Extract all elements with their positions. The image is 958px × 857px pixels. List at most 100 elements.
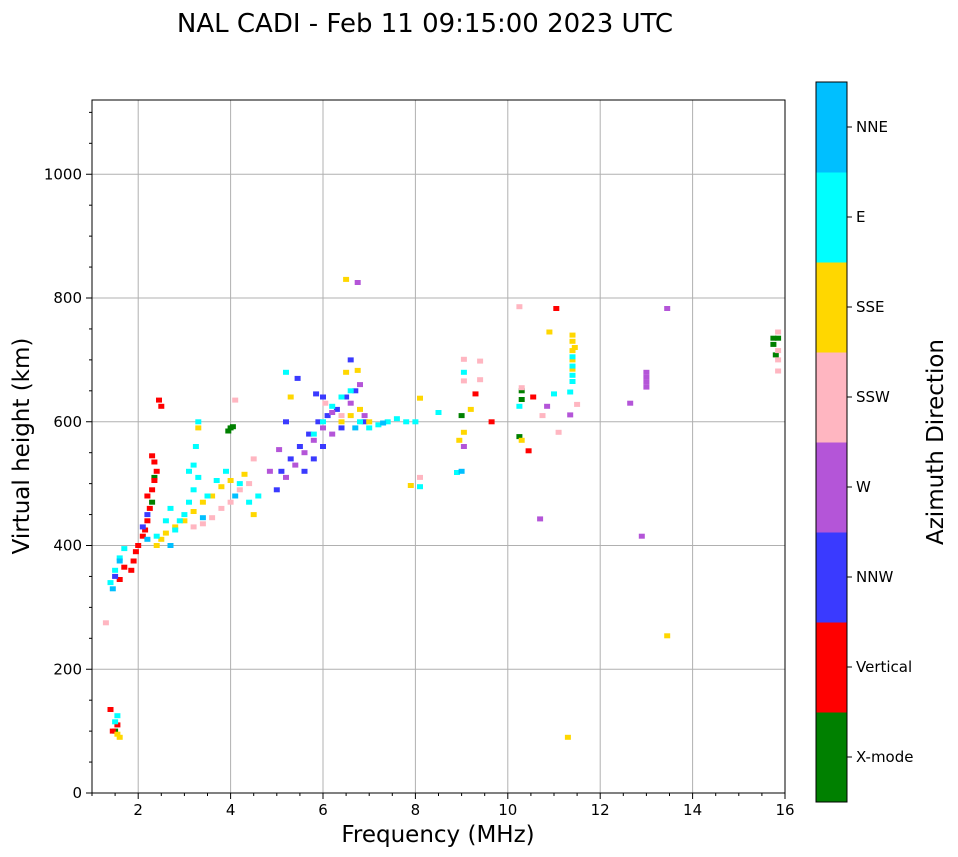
data-point-vertical bbox=[149, 487, 156, 493]
data-point-sse bbox=[407, 483, 414, 488]
data-point-ssw bbox=[227, 499, 234, 505]
data-point-w bbox=[301, 450, 308, 456]
data-point-nne bbox=[232, 493, 239, 499]
data-point-sse bbox=[338, 419, 345, 425]
data-point-e bbox=[181, 512, 188, 518]
data-point-nne bbox=[109, 586, 116, 592]
data-point-vertical bbox=[553, 306, 560, 311]
data-point-sse bbox=[569, 338, 576, 344]
data-point-x-mode bbox=[770, 335, 777, 341]
data-point-sse bbox=[664, 633, 671, 639]
data-point-e bbox=[190, 462, 197, 468]
data-point-sse bbox=[343, 276, 350, 282]
data-point-w bbox=[643, 379, 650, 385]
x-tick-label: 10 bbox=[498, 801, 517, 819]
data-point-e bbox=[320, 419, 326, 425]
data-point-nne bbox=[116, 558, 123, 564]
data-point-x-mode bbox=[149, 499, 156, 505]
data-point-vertical bbox=[488, 419, 495, 425]
data-point-nnw bbox=[278, 468, 285, 474]
data-point-vertical bbox=[149, 453, 156, 459]
data-point-ssw bbox=[460, 356, 467, 362]
data-point-ssw bbox=[102, 620, 109, 626]
data-point-sse bbox=[357, 406, 363, 412]
colorbar-tick-label: Vertical bbox=[856, 658, 912, 676]
colorbar-frame bbox=[815, 81, 848, 803]
data-point-e bbox=[172, 527, 179, 533]
data-point-ssw bbox=[516, 304, 523, 310]
data-point-e bbox=[567, 389, 574, 395]
data-point-sse bbox=[172, 524, 179, 530]
data-point-sse bbox=[546, 329, 553, 335]
data-point-e bbox=[162, 518, 169, 524]
data-point-ssw bbox=[338, 413, 345, 419]
x-tick-label: 2 bbox=[133, 801, 143, 819]
data-point-e bbox=[107, 580, 114, 586]
y-tick-label: 800 bbox=[53, 289, 82, 307]
data-point-e bbox=[236, 481, 243, 487]
data-point-x-mode bbox=[518, 397, 525, 402]
data-point-e bbox=[112, 719, 119, 725]
data-point-vertical bbox=[139, 533, 146, 539]
y-tick-label: 600 bbox=[53, 413, 82, 431]
y-tick-label: 400 bbox=[53, 537, 82, 555]
data-point-w bbox=[544, 403, 551, 409]
data-point-e bbox=[403, 419, 410, 425]
data-point-nnw bbox=[283, 419, 289, 425]
data-point-w bbox=[460, 444, 467, 449]
data-point-e bbox=[338, 394, 345, 400]
data-point-nnw bbox=[144, 512, 151, 518]
y-tick-label: 1000 bbox=[44, 165, 82, 183]
data-point-ssw bbox=[574, 401, 581, 407]
data-point-nnw bbox=[273, 487, 280, 493]
data-point-sse bbox=[456, 437, 463, 443]
data-point-sse bbox=[287, 394, 294, 400]
colorbar-tick-label: SSW bbox=[856, 388, 890, 406]
data-point-sse bbox=[114, 731, 121, 737]
data-point-ssw bbox=[539, 413, 546, 419]
data-point-e bbox=[357, 419, 363, 425]
data-point-nnw bbox=[294, 375, 301, 381]
data-point-nnw bbox=[301, 468, 308, 474]
data-point-sse bbox=[569, 348, 576, 354]
data-point-sse bbox=[343, 369, 350, 375]
data-point-ssw bbox=[775, 357, 782, 363]
data-point-sse bbox=[218, 484, 225, 490]
y-tick-label: 200 bbox=[53, 660, 82, 678]
data-point-sse bbox=[209, 493, 216, 499]
data-point-e bbox=[412, 419, 419, 425]
data-point-w bbox=[266, 468, 273, 474]
data-point-w bbox=[627, 400, 634, 406]
data-point-e bbox=[176, 518, 183, 524]
y-axis-ticks: 0 200 400 600 800 1000 bbox=[44, 111, 92, 802]
data-point-e bbox=[310, 431, 317, 437]
data-point-ssw bbox=[218, 505, 225, 511]
data-point-sse bbox=[569, 332, 576, 338]
data-point-sse bbox=[347, 413, 354, 419]
data-point-sse bbox=[467, 406, 474, 412]
data-point-nnw bbox=[320, 444, 326, 449]
data-point-vertical bbox=[128, 567, 135, 573]
data-point-sse bbox=[190, 509, 197, 514]
data-point-vertical bbox=[107, 707, 114, 712]
data-point-e bbox=[435, 410, 442, 415]
data-point-sse bbox=[569, 366, 576, 372]
data-point-ssw bbox=[417, 474, 423, 480]
data-point-sse bbox=[564, 734, 571, 740]
colorbar-tick-label: NNW bbox=[856, 568, 893, 586]
data-point-nnw bbox=[287, 456, 294, 462]
data-point-e bbox=[460, 369, 467, 375]
data-point-e bbox=[516, 403, 523, 409]
data-point-e bbox=[417, 484, 423, 490]
data-point-nnw bbox=[324, 413, 331, 419]
data-point-sse bbox=[195, 425, 202, 431]
data-point-ssw bbox=[775, 368, 782, 374]
data-point-e bbox=[213, 478, 220, 483]
x-tick-label: 12 bbox=[591, 801, 610, 819]
data-point-sse bbox=[354, 367, 361, 373]
data-point-e bbox=[190, 487, 197, 493]
data-point-sse bbox=[162, 530, 169, 536]
chart-title: NAL CADI - Feb 11 09:15:00 2023 UTC bbox=[177, 9, 673, 39]
data-point-vertical bbox=[151, 478, 158, 483]
data-point-x-mode bbox=[775, 335, 782, 341]
